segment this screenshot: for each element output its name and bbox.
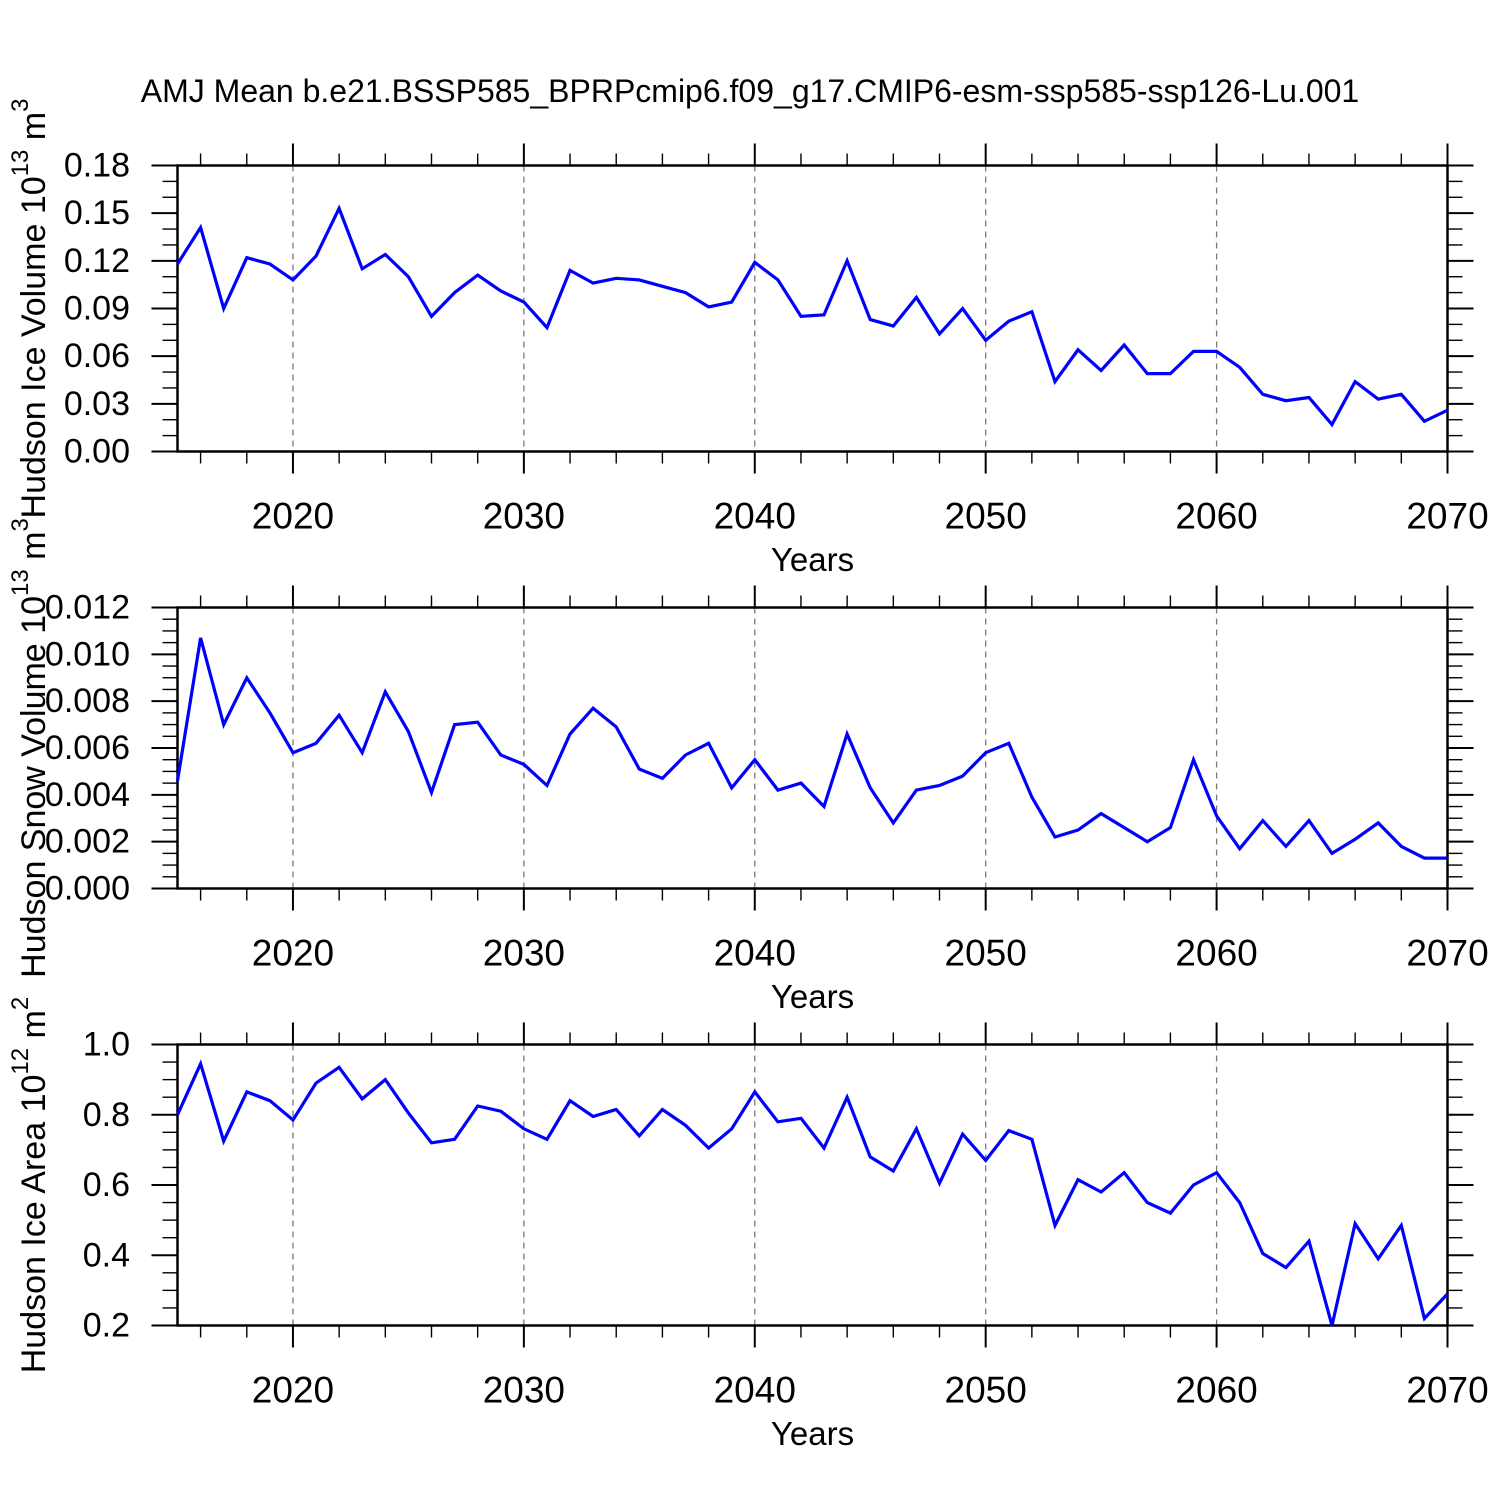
hudson-ice-volume-xtick-label: 2050 — [945, 496, 1027, 537]
hudson-ice-area-xtick-label: 2070 — [1406, 1370, 1488, 1411]
hudson-snow-volume-line — [175, 637, 1448, 860]
hudson-snow-volume-ytick-label: 0.004 — [45, 776, 130, 814]
hudson-snow-volume-ytick-label: 0.006 — [45, 729, 130, 767]
hudson-snow-volume-xaxis-title: Years — [771, 978, 854, 1015]
hudson-snow-volume-ytick-label: 0.002 — [45, 823, 130, 861]
hudson-snow-volume-xtick-label: 2060 — [1175, 933, 1257, 974]
hudson-snow-volume-ytick-label: 0.008 — [45, 682, 130, 720]
hudson-snow-volume-xtick-label: 2030 — [483, 933, 565, 974]
hudson-ice-area-xtick-label: 2040 — [714, 1370, 796, 1411]
hudson-ice-volume-ytick-label: 0.06 — [64, 337, 130, 375]
hudson-snow-volume-xtick-label: 2040 — [714, 933, 796, 974]
hudson-ice-area-ytick-label: 0.6 — [83, 1166, 130, 1204]
hudson-snow-volume-yaxis-title: Hudson Snow Volume 1013 m3 — [7, 518, 54, 978]
hudson-ice-volume-line — [176, 204, 1449, 428]
hudson-snow-volume-frame — [176, 606, 1449, 890]
hudson-ice-volume-ytick-label: 0.09 — [64, 290, 130, 328]
hudson-snow-volume-ytick-label: 0.000 — [45, 870, 130, 908]
hudson-ice-volume-ytick-label: 0.00 — [64, 433, 130, 471]
hudson-ice-area-yaxis-title: Hudson Ice Area 1012 m2 — [7, 997, 54, 1374]
hudson-snow-volume-xtick-label: 2050 — [945, 933, 1027, 974]
hudson-ice-volume-xtick-label: 2060 — [1175, 496, 1257, 537]
hudson-ice-area-line — [176, 1059, 1449, 1326]
hudson-ice-volume-ytick-label: 0.03 — [64, 385, 130, 423]
hudson-ice-area-ytick-label: 0.4 — [83, 1236, 130, 1274]
hudson-ice-area-frame — [176, 1043, 1449, 1327]
hudson-ice-volume-xtick-label: 2020 — [252, 496, 334, 537]
hudson-ice-volume-frame — [176, 164, 1449, 453]
hudson-ice-area-xtick-label: 2060 — [1175, 1370, 1257, 1411]
hudson-ice-area-ytick-label: 1.0 — [83, 1026, 130, 1064]
hudson-ice-volume-yaxis-title: Hudson Ice Volume 1013 m3 — [7, 99, 54, 519]
hudson-ice-area-xtick-label: 2030 — [483, 1370, 565, 1411]
hudson-ice-area-xtick-label: 2020 — [252, 1370, 334, 1411]
hudson-ice-area-xaxis-title: Years — [771, 1415, 854, 1452]
hudson-ice-area-ytick-label: 0.8 — [83, 1096, 130, 1134]
hudson-ice-volume-xaxis-title: Years — [771, 541, 854, 578]
hudson-ice-volume-xtick-label: 2030 — [483, 496, 565, 537]
hudson-ice-area-xtick-label: 2050 — [945, 1370, 1027, 1411]
hudson-snow-volume-xtick-label: 2070 — [1406, 933, 1488, 974]
hudson-ice-volume-ytick-label: 0.12 — [64, 242, 130, 280]
hudson-ice-volume-ytick-label: 0.15 — [64, 194, 130, 232]
hudson-ice-volume-xtick-label: 2040 — [714, 496, 796, 537]
hudson-ice-area-ytick-label: 0.2 — [83, 1307, 130, 1345]
figure-title: AMJ Mean b.e21.BSSP585_BPRPcmip6.f09_g17… — [140, 73, 1360, 109]
hudson-ice-volume-xtick-label: 2070 — [1406, 496, 1488, 537]
hudson-snow-volume-ytick-label: 0.012 — [45, 589, 130, 627]
hudson-snow-volume-ytick-label: 0.010 — [45, 635, 130, 673]
hudson-ice-volume-ytick-label: 0.18 — [64, 147, 130, 185]
hudson-snow-volume-xtick-label: 2020 — [252, 933, 334, 974]
